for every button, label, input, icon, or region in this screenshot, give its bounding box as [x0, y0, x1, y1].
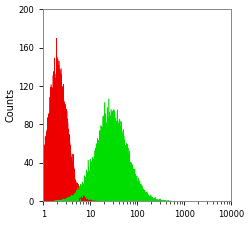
Y-axis label: Counts: Counts [6, 88, 16, 122]
